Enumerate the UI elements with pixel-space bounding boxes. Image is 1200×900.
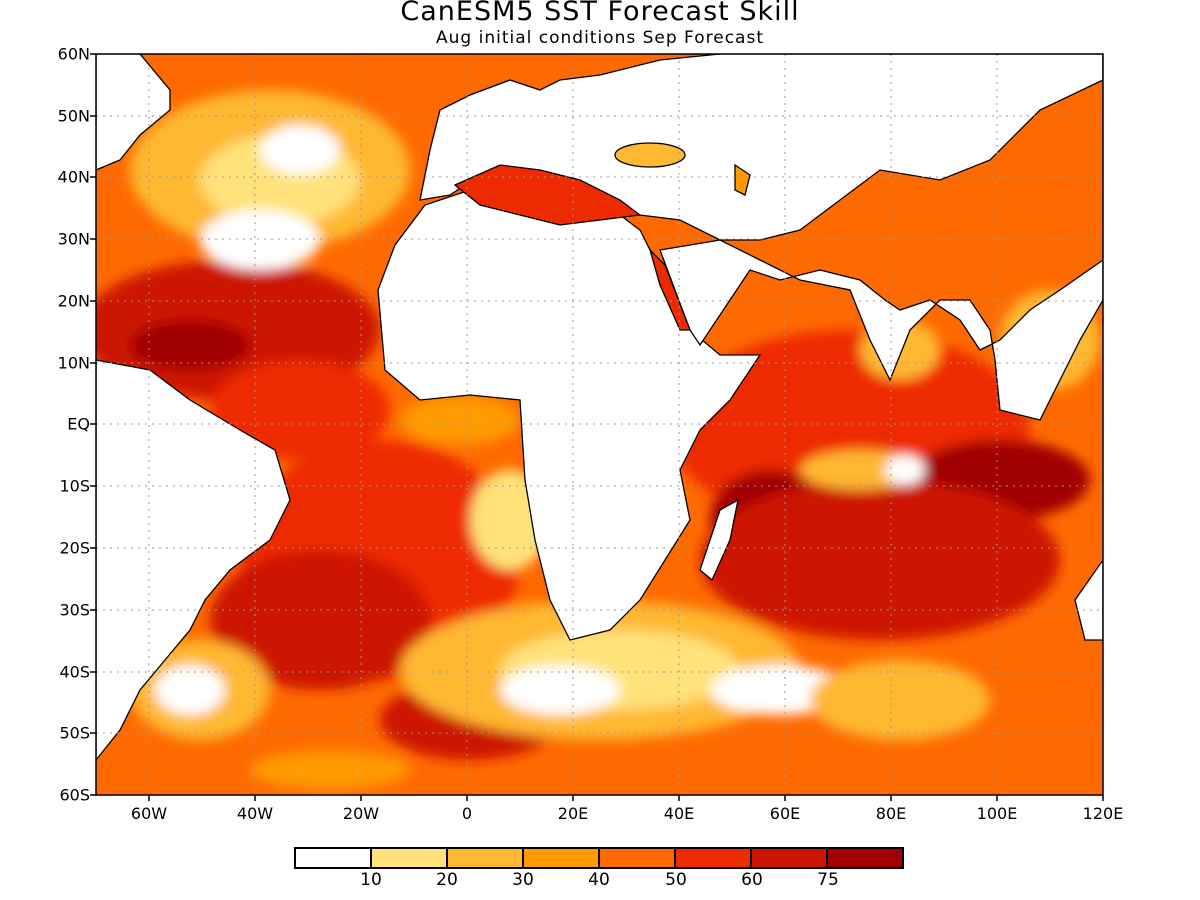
lon-label: 120E xyxy=(1082,804,1124,823)
lat-label: 60S xyxy=(59,785,90,805)
colorbar-swatch xyxy=(372,849,448,867)
colorbar-label: 40 xyxy=(588,870,610,890)
colorbar xyxy=(294,847,904,869)
map-ticks xyxy=(90,53,1104,801)
lat-label: 40N xyxy=(57,167,90,187)
colorbar-label: 50 xyxy=(665,870,687,890)
map-title: CanESM5 SST Forecast Skill xyxy=(400,0,800,27)
map-grid xyxy=(96,54,1103,795)
map-subtitle: Aug initial conditions Sep Forecast xyxy=(436,28,764,48)
lon-label: 80E xyxy=(875,804,907,823)
colorbar-swatch xyxy=(600,849,676,867)
colorbar-swatch xyxy=(448,849,524,867)
colorbar-label: 20 xyxy=(436,870,458,890)
colorbar-swatch xyxy=(296,849,372,867)
colorbar-swatch xyxy=(828,849,902,867)
lat-label: 50N xyxy=(57,106,90,126)
lat-label: 60N xyxy=(57,44,90,64)
lat-label: 10S xyxy=(59,476,90,496)
colorbar-swatch xyxy=(752,849,828,867)
lon-label: 60E xyxy=(769,804,801,823)
colorbar-label: 60 xyxy=(741,870,763,890)
lon-label: 20E xyxy=(557,804,589,823)
lat-label: 20S xyxy=(59,538,90,558)
lon-label: 40E xyxy=(663,804,695,823)
lat-label: 30S xyxy=(59,600,90,620)
lat-label: EQ xyxy=(67,414,90,434)
lat-label: 30N xyxy=(57,229,90,249)
lon-label: 20W xyxy=(342,804,380,823)
lat-label: 10N xyxy=(57,353,90,373)
colorbar-label: 10 xyxy=(360,870,382,890)
colorbar-label: 75 xyxy=(817,870,839,890)
lon-label: 100E xyxy=(976,804,1018,823)
lat-label: 50S xyxy=(59,723,90,743)
lat-label: 20N xyxy=(57,291,90,311)
colorbar-swatch xyxy=(676,849,752,867)
land xyxy=(96,54,1103,762)
lon-label: 60W xyxy=(130,804,168,823)
colorbar-swatch xyxy=(524,849,600,867)
lon-label: 40W xyxy=(236,804,274,823)
lon-label: 0 xyxy=(461,804,473,823)
lat-label: 40S xyxy=(59,662,90,682)
colorbar-label: 30 xyxy=(512,870,534,890)
